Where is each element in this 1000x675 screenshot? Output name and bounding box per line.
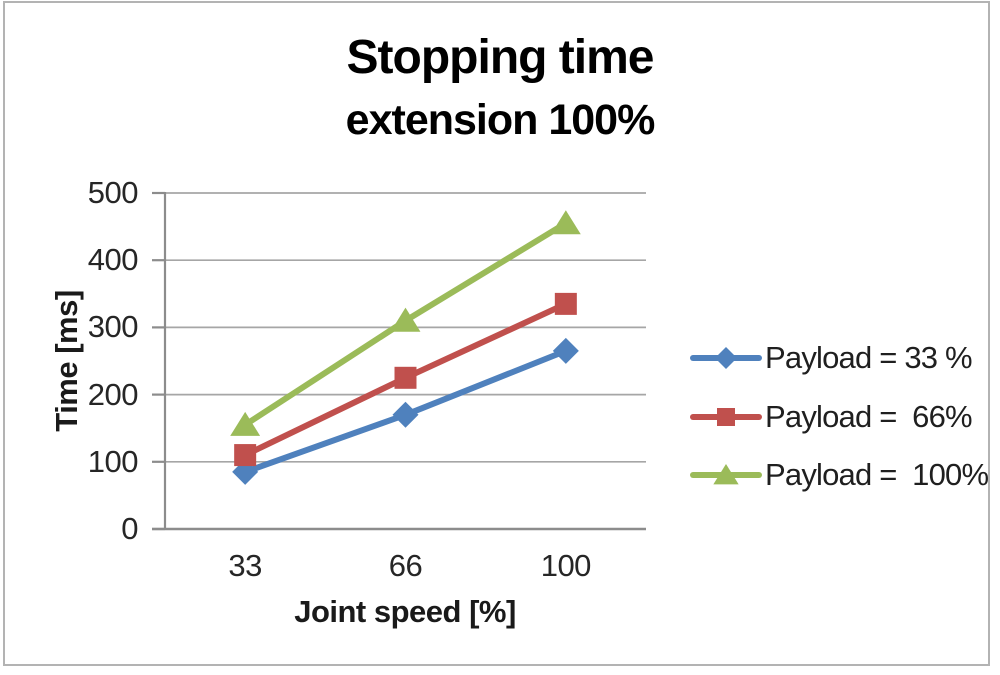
square-marker	[394, 366, 417, 389]
triangle-marker	[230, 411, 261, 436]
triangle-marker	[550, 210, 581, 235]
y-axis-title: Time [ms]	[49, 290, 84, 432]
legend-item-payload-66: Payload = 66%	[690, 399, 973, 434]
y-tick-label: 300	[87, 309, 139, 345]
triangle-marker	[390, 307, 421, 332]
chart-title-line2: extension 100%	[345, 96, 656, 144]
x-tick-label: 66	[388, 548, 423, 583]
square-marker	[234, 444, 257, 467]
x-tick-label: 100	[540, 548, 592, 583]
square-marker	[717, 408, 735, 426]
legend-marker-diamond-icon	[690, 347, 762, 369]
diamond-marker	[552, 337, 579, 364]
legend-marker-square-icon	[690, 408, 762, 426]
square-marker	[554, 292, 577, 315]
y-tick-label: 0	[121, 511, 138, 546]
diamond-marker	[715, 347, 737, 369]
x-tick-label: 33	[228, 548, 262, 583]
legend-label: Payload = 100%	[765, 457, 989, 492]
legend-item-payload-100: Payload = 100%	[690, 457, 989, 492]
legend-marker-triangle-icon	[690, 464, 762, 485]
triangle-marker	[713, 464, 739, 485]
y-tick-label: 200	[87, 376, 139, 412]
x-axis-title: Joint speed [%]	[294, 594, 516, 629]
y-tick-label: 100	[87, 443, 139, 479]
legend-label: Payload = 66%	[765, 399, 973, 434]
y-tick-label: 400	[87, 242, 139, 278]
y-tick-label: 500	[87, 175, 139, 210]
diamond-marker	[392, 401, 419, 428]
chart-title-line1: Stopping time	[346, 31, 655, 84]
legend-label: Payload = 33 %	[765, 340, 973, 375]
legend-item-payload-33: Payload = 33 %	[690, 340, 973, 375]
